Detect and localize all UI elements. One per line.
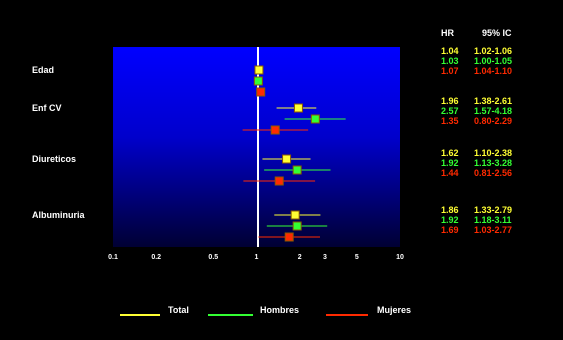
ci-value-mujeres: 1.03-2.77 (474, 225, 513, 235)
hr-marker-mujeres (284, 232, 294, 242)
hr-marker-total (290, 210, 300, 220)
hr-marker-total (254, 65, 264, 75)
group-label: Edad (32, 65, 54, 75)
legend-line-hombres (208, 314, 253, 316)
x-tick-label: 1 (255, 254, 259, 261)
ci-value-total: 1.10-2.38 (474, 148, 513, 158)
ci-value-mujeres: 0.81-2.56 (474, 168, 513, 178)
legend-label-total: Total (168, 305, 189, 315)
hr-value-total: 1.04 (441, 46, 459, 56)
hr-marker-mujeres (274, 176, 284, 186)
hr-marker-mujeres (256, 87, 266, 97)
hr-header: HR (441, 28, 454, 38)
legend-line-total (120, 314, 160, 316)
legend-label-mujeres: Mujeres (377, 305, 412, 315)
ci-value-total: 1.33-2.79 (474, 205, 513, 215)
legend-line-mujeres (326, 314, 368, 316)
x-tick-label: 10 (396, 254, 404, 261)
hr-value-hombres: 1.03 (441, 56, 459, 66)
group-label: Diureticos (32, 154, 76, 164)
ci-value-hombres: 1.00-1.05 (474, 56, 513, 66)
hr-marker-hombres (253, 76, 263, 86)
hr-value-hombres: 2.57 (441, 106, 459, 116)
ci-header: 95% IC (482, 28, 512, 38)
x-tick-label: 0.1 (108, 254, 118, 261)
x-tick-label: 0.2 (151, 254, 161, 261)
x-tick-label: 5 (355, 254, 359, 261)
x-tick-label: 2 (298, 254, 302, 261)
hr-value-total: 1.96 (441, 96, 459, 106)
x-tick-label: 3 (323, 254, 327, 261)
ci-value-mujeres: 1.04-1.10 (474, 66, 513, 76)
ci-value-total: 1.38-2.61 (474, 96, 513, 106)
ci-value-hombres: 1.13-3.28 (474, 158, 513, 168)
hr-marker-total (282, 154, 292, 164)
group-label: Enf CV (32, 103, 62, 113)
hr-marker-hombres (292, 221, 302, 231)
ci-value-total: 1.02-1.06 (474, 46, 513, 56)
hr-marker-hombres (292, 165, 302, 175)
x-tick-label: 0.5 (208, 254, 218, 261)
ci-value-hombres: 1.57-4.18 (474, 106, 513, 116)
hr-value-mujeres: 1.69 (441, 225, 459, 235)
hr-value-total: 1.86 (441, 205, 459, 215)
hr-value-mujeres: 1.07 (441, 66, 459, 76)
hr-marker-hombres (310, 114, 320, 124)
ci-value-mujeres: 0.80-2.29 (474, 116, 513, 126)
group-label: Albuminuria (32, 210, 85, 220)
hr-marker-mujeres (270, 125, 280, 135)
hr-value-hombres: 1.92 (441, 158, 459, 168)
hr-value-mujeres: 1.35 (441, 116, 459, 126)
hr-value-mujeres: 1.44 (441, 168, 459, 178)
hr-value-total: 1.62 (441, 148, 459, 158)
hr-value-hombres: 1.92 (441, 215, 459, 225)
ci-value-hombres: 1.18-3.11 (474, 215, 512, 225)
hr-marker-total (293, 103, 303, 113)
legend-label-hombres: Hombres (260, 305, 300, 315)
